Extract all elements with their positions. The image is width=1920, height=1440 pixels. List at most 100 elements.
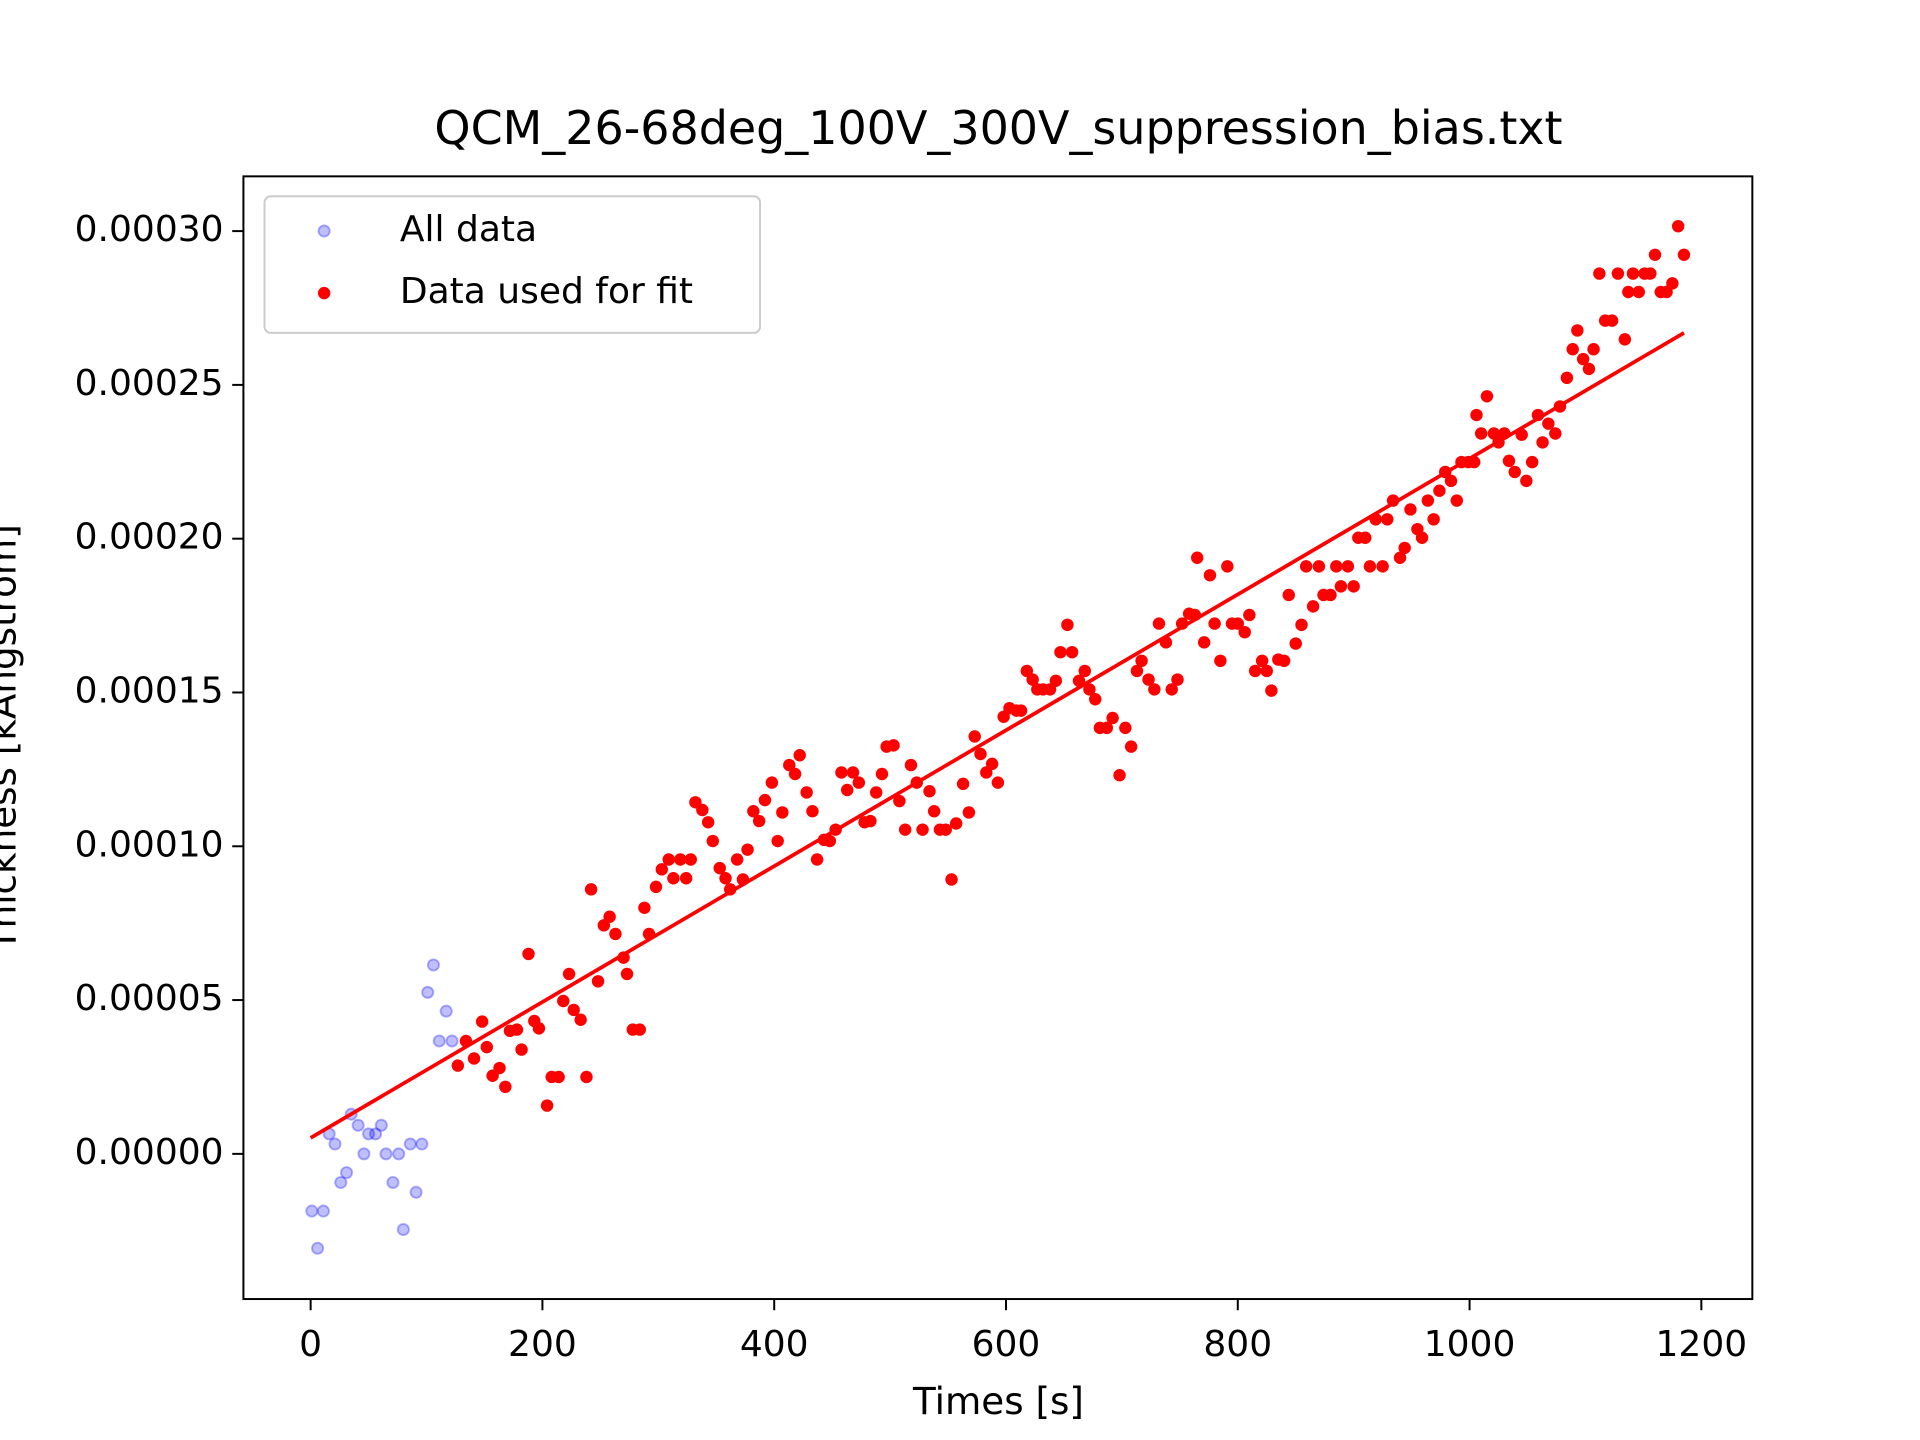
data-point xyxy=(1255,654,1269,668)
data-point xyxy=(1049,674,1063,688)
data-point xyxy=(1171,673,1184,686)
data-point xyxy=(1265,684,1278,697)
data-point xyxy=(451,1059,465,1072)
data-point xyxy=(1363,560,1377,573)
data-point xyxy=(580,1070,593,1084)
data-point xyxy=(974,747,987,761)
data-point xyxy=(1359,531,1372,544)
data-point xyxy=(515,1043,528,1056)
legend-box xyxy=(263,195,762,334)
data-point xyxy=(522,947,535,961)
data-point xyxy=(1324,588,1337,602)
chart-title: QCM_26-68deg_100V_300V_suppression_bias.… xyxy=(434,101,1562,155)
data-point xyxy=(962,806,976,819)
data-point xyxy=(1671,219,1685,233)
data-point xyxy=(334,1175,348,1189)
data-point xyxy=(403,1137,417,1151)
data-point xyxy=(1666,277,1679,290)
data-point xyxy=(1299,560,1313,573)
y-tick-label: 0.00015 xyxy=(75,670,224,711)
data-point xyxy=(1221,560,1234,573)
data-point xyxy=(1474,427,1488,440)
data-point xyxy=(679,872,693,885)
data-point xyxy=(1214,654,1227,668)
y-axis-label: Thickness [kÅngstrom] xyxy=(0,524,24,952)
data-point xyxy=(949,817,963,830)
data-point xyxy=(939,823,952,836)
data-point xyxy=(1525,455,1539,469)
data-point xyxy=(426,958,440,972)
data-point xyxy=(701,816,715,829)
data-point xyxy=(1334,580,1348,593)
data-point xyxy=(467,1052,481,1065)
data-point xyxy=(1277,654,1291,668)
x-tick-label: 0 xyxy=(299,1324,322,1365)
data-point xyxy=(1260,664,1273,678)
data-point xyxy=(357,1147,371,1161)
data-point xyxy=(1208,617,1221,630)
data-point xyxy=(1605,314,1619,327)
data-point xyxy=(649,880,663,894)
data-point xyxy=(1571,324,1584,337)
data-point xyxy=(869,786,883,799)
data-point xyxy=(875,767,889,781)
data-point xyxy=(1026,673,1039,686)
data-point xyxy=(386,1175,400,1189)
data-point xyxy=(557,994,570,1008)
legend-marker xyxy=(317,224,331,238)
data-point xyxy=(493,1061,506,1075)
data-point xyxy=(1536,436,1549,449)
data-point xyxy=(991,776,1005,789)
data-point xyxy=(609,927,622,941)
data-point xyxy=(1433,484,1446,497)
data-point xyxy=(1480,390,1494,403)
data-point xyxy=(1415,531,1429,544)
data-point xyxy=(1191,551,1204,564)
data-point xyxy=(1576,352,1590,366)
data-point xyxy=(1119,721,1132,735)
data-point xyxy=(1622,285,1635,299)
data-point xyxy=(1231,617,1244,630)
data-point xyxy=(1648,248,1662,261)
data-point xyxy=(846,766,860,779)
data-point xyxy=(409,1185,423,1199)
data-point xyxy=(758,793,772,807)
data-point xyxy=(374,1118,388,1132)
data-point xyxy=(1502,454,1516,468)
data-point xyxy=(510,1023,524,1036)
data-point xyxy=(340,1166,354,1180)
plot-area xyxy=(305,219,1691,1255)
data-point xyxy=(1618,333,1632,346)
data-point xyxy=(1560,371,1574,385)
data-point xyxy=(1381,513,1394,526)
data-point xyxy=(567,1003,580,1017)
data-point xyxy=(591,975,605,988)
data-point xyxy=(1376,560,1389,573)
x-tick-label: 600 xyxy=(972,1324,1041,1365)
data-point xyxy=(1100,721,1114,735)
data-point xyxy=(752,814,766,828)
x-tick-label: 200 xyxy=(508,1324,577,1365)
data-point xyxy=(771,834,784,848)
data-point xyxy=(765,776,779,789)
legend-label: All data xyxy=(400,209,537,250)
data-point xyxy=(1203,569,1217,582)
data-point xyxy=(719,872,732,885)
data-point xyxy=(1282,588,1295,602)
data-point xyxy=(499,1080,512,1094)
data-point xyxy=(1520,474,1533,488)
data-point xyxy=(810,853,824,866)
data-point xyxy=(1289,637,1302,650)
plot-frame xyxy=(242,175,1754,1301)
data-point xyxy=(1148,683,1161,696)
x-tick-label: 1000 xyxy=(1424,1324,1516,1365)
data-point xyxy=(887,739,900,752)
data-point xyxy=(852,776,866,789)
y-tick-label: 0.00000 xyxy=(75,1132,224,1173)
data-point xyxy=(574,1013,587,1026)
data-point xyxy=(985,757,999,771)
data-point xyxy=(1347,580,1360,593)
data-point xyxy=(1165,683,1178,696)
data-point xyxy=(696,803,709,817)
